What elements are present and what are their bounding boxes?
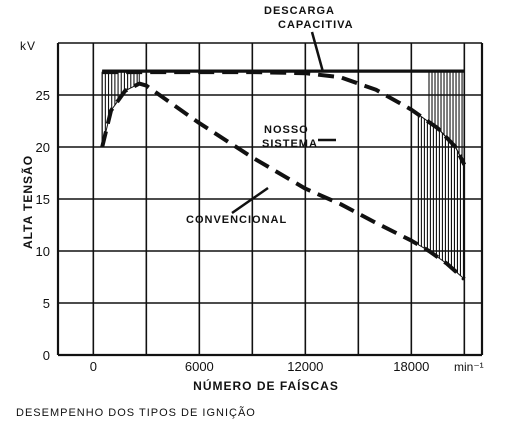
annotation-descarga: DESCARGA CAPACITIVA bbox=[264, 5, 354, 73]
y-tick-label: 20 bbox=[36, 140, 50, 155]
y-tick-label: 10 bbox=[36, 244, 50, 259]
x-tick-label: 6000 bbox=[185, 359, 214, 374]
annotation-nosso-line1: NOSSO bbox=[264, 124, 309, 136]
caption: DESEMPENHO DOS TIPOS DE IGNIÇÃO bbox=[16, 406, 256, 419]
y-tick-label: 5 bbox=[43, 296, 50, 311]
annotation-descarga-pointer bbox=[310, 31, 325, 73]
series-nosso-line bbox=[102, 70, 467, 166]
annotation-descarga-line2: CAPACITIVA bbox=[278, 19, 354, 31]
y-tick-label: 25 bbox=[36, 88, 50, 103]
y-tick-label: 0 bbox=[43, 348, 50, 363]
x-tick-label: 18000 bbox=[393, 359, 429, 374]
y-axis-label: ALTA TENSÃO bbox=[20, 155, 35, 249]
series-lines bbox=[100, 69, 467, 281]
annotation-descarga-line1: DESCARGA bbox=[264, 5, 335, 17]
x-unit-label: min⁻¹ bbox=[454, 360, 484, 374]
x-axis-label: NÚMERO DE FAÍSCAS bbox=[193, 378, 339, 393]
y-tick-labels: 0 5 10 15 20 25 bbox=[36, 88, 50, 363]
annotation-nosso-line2: SISTEMA bbox=[262, 138, 318, 150]
x-tick-label: 12000 bbox=[287, 359, 323, 374]
y-unit-label: kV bbox=[20, 39, 36, 53]
x-tick-label: 0 bbox=[90, 359, 97, 374]
grid bbox=[56, 42, 484, 357]
y-tick-label: 15 bbox=[36, 192, 50, 207]
annotation-convencional: CONVENCIONAL bbox=[186, 186, 287, 226]
annotation-nosso: NOSSO SISTEMA bbox=[262, 124, 336, 150]
annotation-convencional-text: CONVENCIONAL bbox=[186, 214, 287, 226]
series-convencional-line bbox=[100, 81, 466, 281]
x-tick-labels: 0 6000 12000 18000 bbox=[90, 359, 430, 374]
annotation-convencional-pointer bbox=[231, 186, 269, 215]
